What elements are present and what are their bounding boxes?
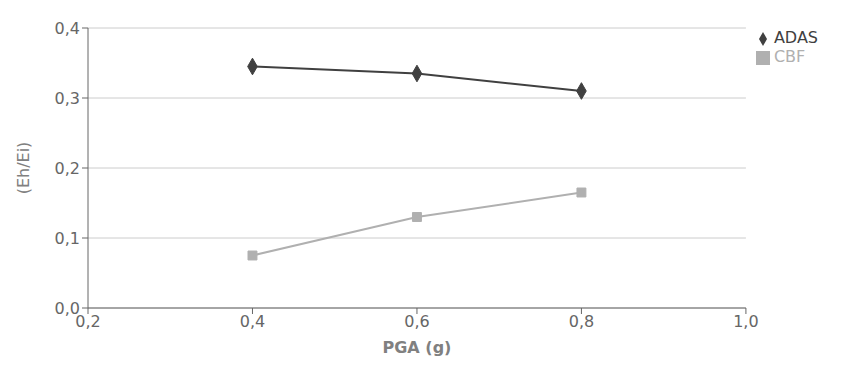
- svg-text:PGA (g): PGA (g): [383, 338, 452, 357]
- svg-text:0,2: 0,2: [75, 312, 101, 332]
- html-text:CBF: CBF: [773, 47, 806, 66]
- svg-text:0,0: 0,0: [55, 299, 80, 318]
- svg-text:0,4: 0,4: [55, 19, 80, 38]
- svg-text:(Eh/Ei): (Eh/Ei): [14, 142, 33, 195]
- svg-text:0,6: 0,6: [404, 312, 429, 331]
- html-text:ADAS: ADAS: [773, 28, 818, 47]
- svg-text:0,8: 0,8: [569, 312, 594, 331]
- svg-text:0,2: 0,2: [55, 159, 80, 178]
- svg-text:0,4: 0,4: [240, 312, 265, 331]
- svg-text:1,0: 1,0: [733, 312, 758, 331]
- svg-text:0,1: 0,1: [55, 229, 80, 248]
- svg-text:0,3: 0,3: [55, 89, 80, 108]
